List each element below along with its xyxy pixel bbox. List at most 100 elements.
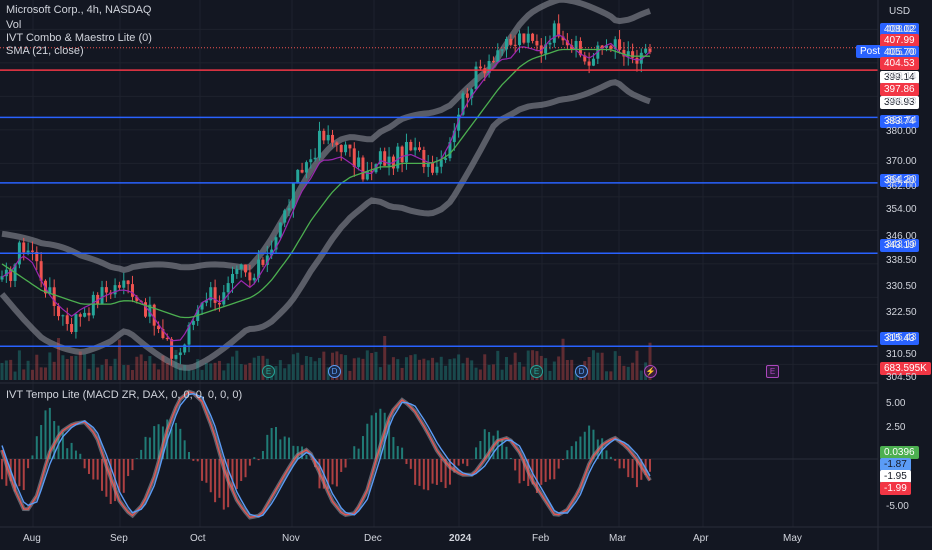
price-tag: 404.53 bbox=[880, 57, 919, 70]
histogram-bar bbox=[79, 453, 82, 459]
chart-title[interactable]: Microsoft Corp., 4h, NASDAQ bbox=[6, 4, 152, 16]
candle-body bbox=[70, 324, 74, 332]
volume-bar bbox=[426, 360, 430, 380]
candle-body bbox=[583, 55, 587, 62]
volume-bar bbox=[513, 352, 517, 380]
candle-body bbox=[348, 144, 352, 149]
candle-body bbox=[157, 325, 161, 330]
candle-body bbox=[9, 269, 13, 281]
earnings-future-event-icon[interactable]: E bbox=[766, 365, 779, 378]
histogram-bar bbox=[448, 459, 451, 485]
candle-body bbox=[504, 38, 508, 50]
histogram-bar bbox=[622, 459, 625, 469]
candle-body bbox=[344, 144, 348, 153]
histogram-bar bbox=[118, 459, 121, 493]
candle-body bbox=[170, 339, 174, 359]
bollinger-bands bbox=[0, 0, 651, 371]
volume-bar bbox=[478, 369, 482, 380]
volume-bar bbox=[239, 364, 243, 380]
volume-bar bbox=[648, 342, 652, 380]
volume-bar bbox=[544, 358, 548, 380]
split-event-icon[interactable]: ⚡ bbox=[644, 365, 657, 378]
volume-bar bbox=[609, 371, 613, 380]
histogram-bar bbox=[214, 459, 217, 503]
histogram-bar bbox=[283, 436, 286, 459]
volume-bar bbox=[122, 365, 126, 380]
oscillator-pane bbox=[0, 389, 878, 520]
earnings-event-icon[interactable]: E bbox=[262, 365, 275, 378]
histogram-bar bbox=[244, 459, 247, 478]
candle-body bbox=[104, 287, 108, 293]
candle-body bbox=[452, 130, 456, 143]
oscillator-title[interactable]: IVT Tempo Lite (MACD ZR, DAX, 0, 0, 0, 0… bbox=[6, 389, 243, 401]
histogram-bar bbox=[70, 442, 73, 459]
candle-body bbox=[265, 255, 269, 265]
volume-bar bbox=[100, 364, 104, 380]
candle-body bbox=[435, 166, 439, 173]
volume-bar bbox=[52, 361, 56, 380]
histogram-bar bbox=[22, 459, 25, 491]
histogram-bar bbox=[388, 420, 391, 459]
candle-body bbox=[557, 23, 561, 37]
candle-body bbox=[470, 89, 474, 98]
time-tick: Nov bbox=[282, 533, 300, 544]
volume-bar bbox=[39, 367, 43, 380]
oscillator-tag: -1.95 bbox=[880, 470, 911, 483]
candle-body bbox=[39, 261, 43, 281]
volume-legend[interactable]: Vol bbox=[6, 19, 22, 31]
candle-body bbox=[183, 344, 187, 353]
volume-bar bbox=[170, 365, 174, 380]
volume-bar bbox=[309, 356, 313, 380]
candle-body bbox=[30, 250, 34, 252]
volume-bar bbox=[526, 350, 530, 380]
price-tag: 399.14 bbox=[880, 71, 919, 84]
volume-bar bbox=[483, 354, 487, 380]
price-tag: 315.43 bbox=[880, 332, 919, 345]
volume-bar bbox=[361, 358, 365, 380]
histogram-bar bbox=[14, 459, 17, 492]
candle-body bbox=[548, 42, 552, 45]
histogram-bar bbox=[609, 456, 612, 459]
currency-label[interactable]: USD bbox=[889, 6, 911, 17]
histogram-bar bbox=[509, 457, 512, 459]
horizontal-levels[interactable] bbox=[0, 69, 878, 347]
volume-bar bbox=[252, 357, 256, 380]
histogram-bar bbox=[466, 459, 469, 467]
histogram-bar bbox=[444, 459, 447, 489]
volume-bar bbox=[183, 364, 187, 380]
price-tag: 383.74 bbox=[880, 115, 919, 128]
price-tick: 364.20 bbox=[886, 174, 917, 185]
volume-bar bbox=[591, 350, 595, 380]
histogram-bar bbox=[588, 425, 591, 459]
volume-bar bbox=[435, 362, 439, 380]
volume-bar bbox=[296, 352, 300, 380]
histogram-bar bbox=[431, 459, 434, 484]
price-tick: 330.50 bbox=[886, 281, 917, 292]
histogram-bar bbox=[266, 434, 269, 459]
candle-body bbox=[191, 320, 195, 325]
volume-bar bbox=[283, 368, 287, 380]
candle-body bbox=[291, 182, 295, 209]
candle-body bbox=[200, 302, 204, 310]
time-tick: Aug bbox=[23, 533, 41, 544]
indicator-legend-combo[interactable]: IVT Combo & Maestro Lite (0) bbox=[6, 32, 152, 44]
post-market-badge: Post bbox=[856, 45, 885, 58]
volume-bar bbox=[552, 361, 556, 380]
dividend-event-icon[interactable]: D bbox=[575, 365, 588, 378]
indicator-legend-sma[interactable]: SMA (21, close) bbox=[6, 45, 84, 57]
histogram-bar bbox=[5, 459, 8, 486]
volume-bar bbox=[70, 356, 74, 380]
volume-bar bbox=[287, 364, 291, 380]
earnings-event-icon[interactable]: E bbox=[530, 365, 543, 378]
candle-body bbox=[565, 40, 569, 46]
histogram-bar bbox=[440, 459, 443, 483]
histogram-bar bbox=[31, 455, 34, 459]
dividend-event-icon[interactable]: D bbox=[328, 365, 341, 378]
osc-shadow-line bbox=[0, 389, 652, 520]
volume-bar bbox=[344, 355, 348, 380]
volume-bar bbox=[404, 357, 408, 380]
candle-body bbox=[639, 52, 643, 64]
price-tick: 399.14 bbox=[886, 71, 917, 82]
histogram-bar bbox=[18, 459, 21, 487]
